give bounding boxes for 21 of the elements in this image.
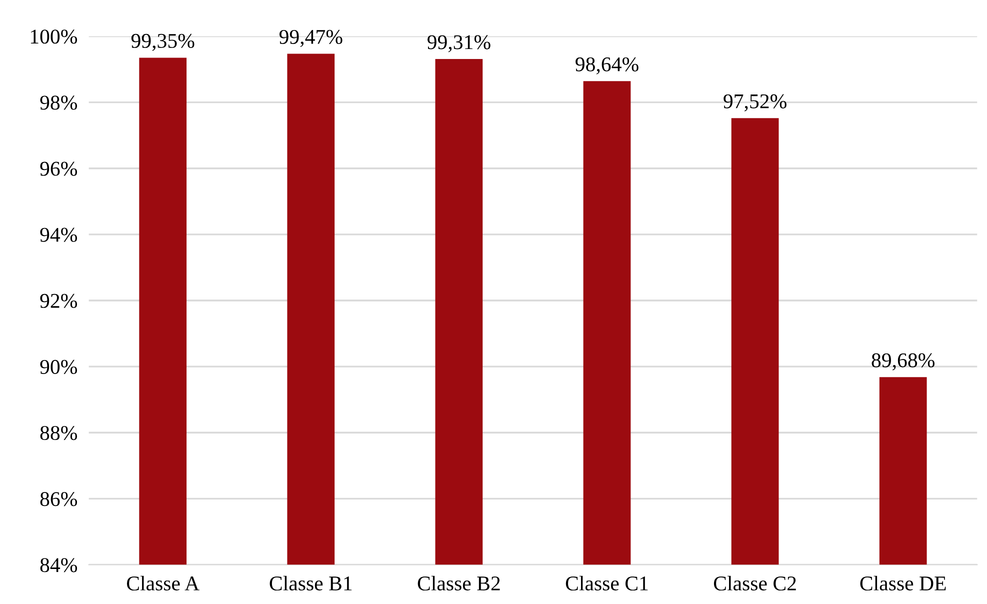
data-label: 99,47% (279, 30, 342, 47)
x-tick-label: Classe C2 (714, 576, 796, 591)
y-tick-label: 90% (40, 360, 78, 374)
x-tick-label: Classe DE (860, 576, 946, 591)
data-label: 98,64% (576, 57, 638, 74)
y-tick-label: 88% (40, 426, 78, 440)
y-tick-label: 84% (40, 558, 78, 572)
data-label: 89,68% (872, 353, 935, 370)
x-tick-label: Classe A (126, 576, 200, 591)
y-tick-label: 98% (40, 96, 78, 110)
x-tick-label: Classe C1 (566, 576, 648, 591)
y-tick-label: 94% (40, 228, 78, 242)
y-tick-label: 86% (40, 492, 78, 506)
data-label: 99,35% (131, 34, 194, 51)
x-tick-label: Classe B1 (270, 576, 352, 591)
x-tick-label: Classe B2 (418, 576, 500, 591)
y-tick-label: 96% (40, 162, 78, 176)
data-label: 97,52% (724, 94, 786, 112)
data-label: 99,31% (428, 35, 490, 52)
y-tick-label: 100% (30, 30, 78, 44)
y-tick-label: 92% (40, 294, 78, 308)
